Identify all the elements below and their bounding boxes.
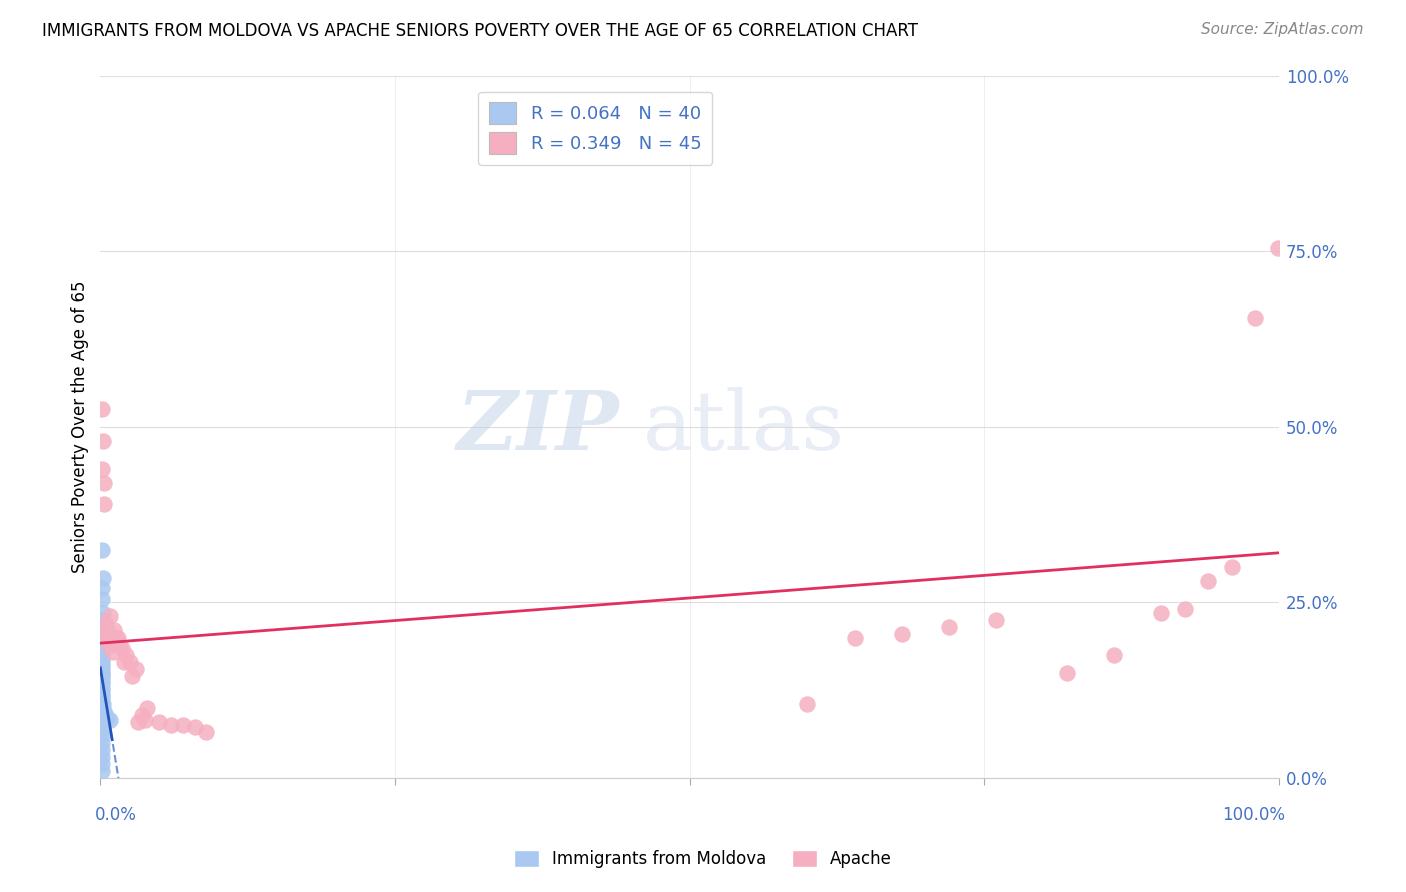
Point bbox=[100, 638, 122, 652]
Point bbox=[96, 709, 118, 723]
Point bbox=[90, 613, 112, 627]
Point bbox=[160, 718, 183, 732]
Point bbox=[90, 662, 112, 676]
Point bbox=[94, 707, 117, 722]
Point bbox=[96, 624, 118, 638]
Point bbox=[90, 658, 112, 673]
Point bbox=[90, 644, 112, 658]
Point bbox=[90, 591, 112, 606]
Point bbox=[148, 714, 170, 729]
Point bbox=[90, 634, 112, 648]
Point bbox=[103, 644, 125, 658]
Legend: R = 0.064   N = 40, R = 0.349   N = 45: R = 0.064 N = 40, R = 0.349 N = 45 bbox=[478, 92, 713, 164]
Point bbox=[90, 680, 112, 694]
Point bbox=[90, 648, 112, 662]
Point bbox=[90, 620, 112, 634]
Point bbox=[97, 638, 120, 652]
Point bbox=[1244, 310, 1267, 325]
Point bbox=[90, 687, 112, 701]
Text: IMMIGRANTS FROM MOLDOVA VS APACHE SENIORS POVERTY OVER THE AGE OF 65 CORRELATION: IMMIGRANTS FROM MOLDOVA VS APACHE SENIOR… bbox=[42, 22, 918, 40]
Point bbox=[96, 631, 118, 645]
Point bbox=[90, 673, 112, 687]
Point bbox=[131, 707, 153, 722]
Text: ZIP: ZIP bbox=[457, 387, 619, 467]
Point bbox=[183, 721, 205, 735]
Text: 0.0%: 0.0% bbox=[94, 806, 136, 824]
Point bbox=[96, 711, 118, 725]
Point bbox=[90, 676, 112, 690]
Text: Source: ZipAtlas.com: Source: ZipAtlas.com bbox=[1201, 22, 1364, 37]
Point bbox=[1267, 241, 1289, 255]
Point bbox=[110, 641, 132, 656]
Point bbox=[90, 542, 112, 557]
Point bbox=[93, 475, 115, 490]
Point bbox=[90, 641, 112, 656]
Point bbox=[90, 750, 112, 764]
Point bbox=[90, 665, 112, 680]
Point bbox=[195, 725, 218, 739]
Point bbox=[101, 631, 124, 645]
Point bbox=[134, 714, 156, 728]
Point bbox=[90, 669, 112, 683]
Point bbox=[1174, 602, 1197, 616]
Point bbox=[98, 609, 121, 624]
Point bbox=[103, 624, 125, 638]
Point bbox=[91, 698, 114, 712]
Point bbox=[115, 648, 138, 662]
Point bbox=[1102, 648, 1125, 662]
Point bbox=[90, 764, 112, 778]
Point bbox=[125, 662, 148, 676]
Point bbox=[136, 700, 159, 714]
Point bbox=[90, 729, 112, 743]
Point bbox=[91, 434, 114, 448]
Point bbox=[984, 613, 1007, 627]
Point bbox=[1056, 665, 1078, 680]
Point bbox=[90, 756, 112, 771]
Point bbox=[108, 638, 131, 652]
Point bbox=[90, 627, 112, 641]
Point bbox=[91, 606, 114, 620]
Point bbox=[93, 497, 115, 511]
Text: atlas: atlas bbox=[643, 387, 845, 467]
Point bbox=[90, 651, 112, 665]
Point bbox=[118, 655, 141, 669]
Y-axis label: Seniors Poverty Over the Age of 65: Seniors Poverty Over the Age of 65 bbox=[72, 280, 89, 573]
Point bbox=[90, 722, 112, 736]
Point bbox=[172, 718, 194, 732]
Point bbox=[844, 631, 866, 645]
Point bbox=[890, 627, 912, 641]
Point bbox=[127, 714, 149, 729]
Point bbox=[90, 667, 112, 681]
Point bbox=[90, 683, 112, 698]
Point bbox=[90, 690, 112, 705]
Point bbox=[90, 402, 112, 417]
Point bbox=[90, 582, 112, 596]
Point bbox=[104, 631, 127, 645]
Point bbox=[90, 462, 112, 476]
Point bbox=[90, 716, 112, 731]
Point bbox=[90, 743, 112, 757]
Point bbox=[90, 655, 112, 669]
Legend: Immigrants from Moldova, Apache: Immigrants from Moldova, Apache bbox=[508, 843, 898, 875]
Point bbox=[90, 736, 112, 750]
Point bbox=[121, 669, 143, 683]
Point bbox=[1150, 606, 1173, 620]
Point bbox=[1197, 574, 1219, 589]
Point bbox=[91, 571, 114, 585]
Point bbox=[90, 694, 112, 708]
Point bbox=[938, 620, 960, 634]
Point bbox=[93, 704, 115, 718]
Text: 100.0%: 100.0% bbox=[1222, 806, 1285, 824]
Point bbox=[98, 714, 121, 728]
Point bbox=[112, 655, 135, 669]
Point bbox=[1220, 560, 1243, 574]
Point bbox=[796, 698, 818, 712]
Point bbox=[107, 631, 129, 645]
Point bbox=[94, 616, 117, 631]
